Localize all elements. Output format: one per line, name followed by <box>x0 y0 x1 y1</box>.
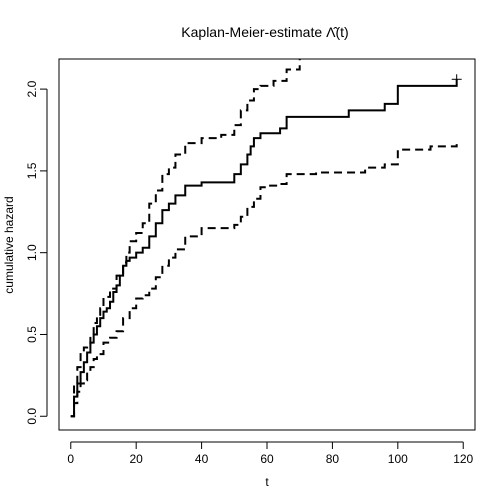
x-tick-label: 120 <box>453 452 473 466</box>
confidence-band-line <box>70 141 458 418</box>
x-tick-label: 40 <box>195 452 209 466</box>
censor-layer <box>451 74 462 85</box>
chart-title-text: Kaplan-Meier-estimate <box>181 24 322 40</box>
series-layer <box>70 59 458 418</box>
x-tick-label: 0 <box>67 452 74 466</box>
y-axis: 0.0 0.5 1.0 1.5 2.0 <box>25 80 48 425</box>
plot-frame <box>58 58 476 431</box>
y-axis-title: cumulative hazard <box>2 196 16 293</box>
x-tick-label: 60 <box>260 452 274 466</box>
x-axis: 0 20 40 60 80 100 120 <box>67 441 474 466</box>
x-axis-title: t <box>265 475 269 489</box>
y-tick-label: 0.5 <box>25 326 39 343</box>
y-tick-label: 1.0 <box>25 244 39 261</box>
y-tick-label: 0.0 <box>25 408 39 425</box>
x-tick-label: 100 <box>388 452 408 466</box>
y-tick-label: 1.5 <box>25 162 39 179</box>
chart-title: Kaplan-Meier-estimate Λ̂(t) <box>181 24 348 40</box>
confidence-band-line <box>70 59 301 418</box>
y-tick-label: 2.0 <box>25 80 39 97</box>
x-tick-label: 20 <box>130 452 144 466</box>
chart-title-symbol: Λ̂(t) <box>326 24 349 40</box>
x-tick-label: 80 <box>326 452 340 466</box>
